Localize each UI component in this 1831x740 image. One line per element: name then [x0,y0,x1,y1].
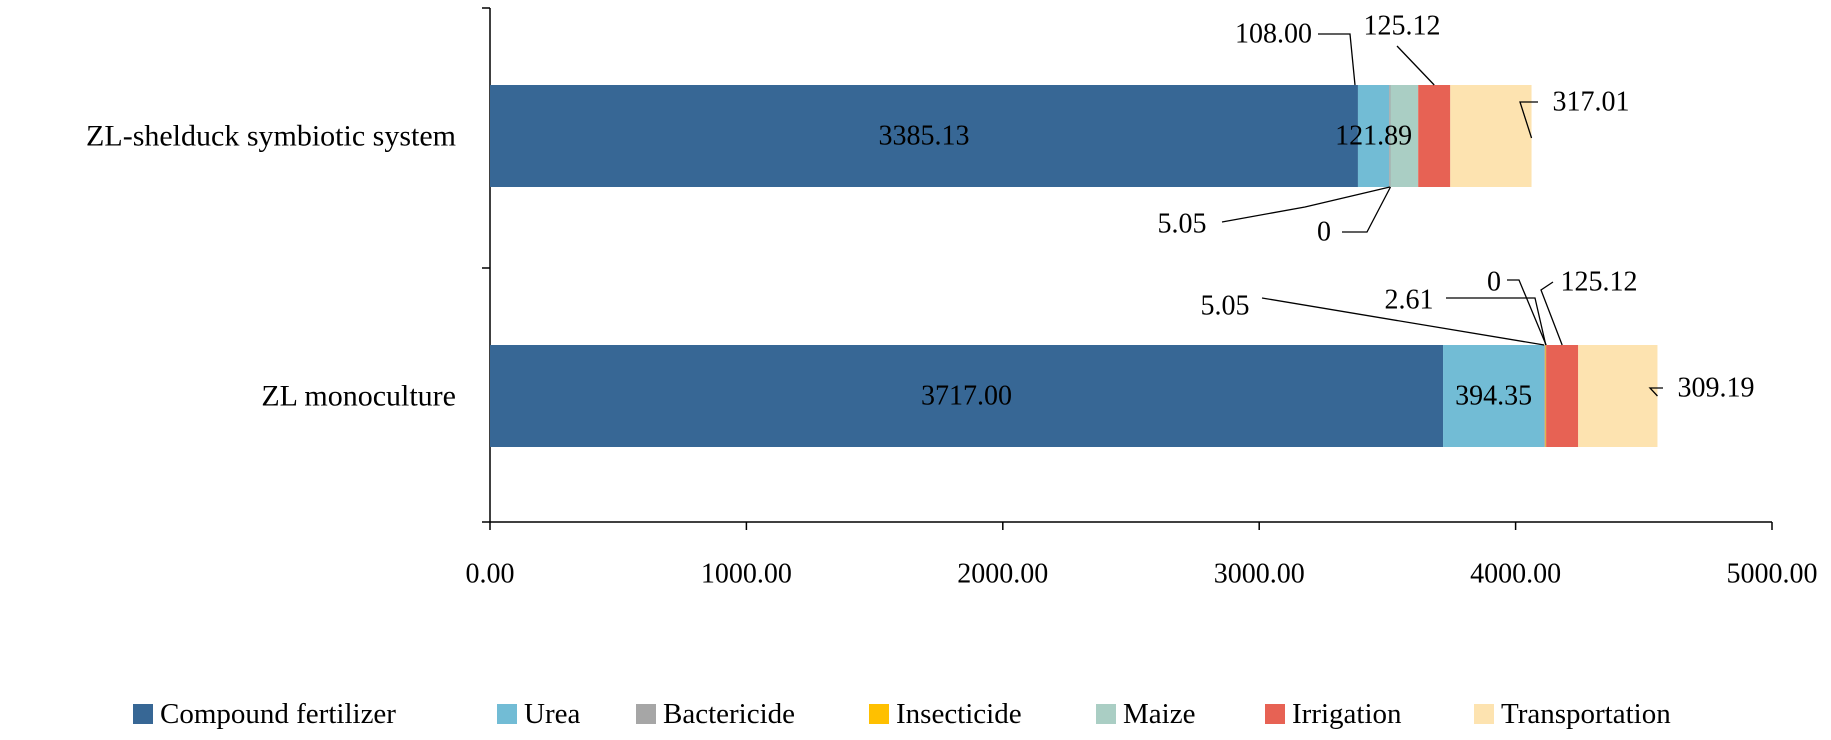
leader-line [1507,279,1547,346]
legend-item: Urea [497,698,580,730]
legend-swatch [869,704,889,724]
legend-label: Compound fertilizer [160,698,396,730]
bar-segment [490,345,1444,447]
legend-label: Urea [524,698,580,730]
bar-segment [1450,85,1532,187]
legend-swatch [1474,704,1494,724]
data-label: 108.00 [1235,19,1312,50]
bar-segment [1545,345,1547,447]
leader-line [1540,281,1563,346]
data-label: 309.19 [1678,373,1755,404]
data-label: 317.01 [1553,87,1630,118]
data-label: 0 [1317,217,1331,248]
leader-line [1342,186,1392,233]
bar-segment [1357,85,1390,187]
x-tick-label: 3000.00 [1214,559,1305,590]
leader-line [1396,45,1435,86]
x-tick-label: 4000.00 [1470,559,1561,590]
data-label: 394.35 [1455,381,1532,412]
legend-swatch [133,704,153,724]
x-tick-label: 2000.00 [957,559,1048,590]
bar-segment [1544,345,1546,447]
legend-label: Maize [1123,698,1195,730]
leader-line [1446,297,1547,346]
legend-swatch [497,704,517,724]
x-tick-label: 5000.00 [1727,559,1818,590]
legend-swatch [1265,704,1285,724]
legend-swatch [636,704,656,724]
category-label: ZL monoculture [261,380,456,413]
leader-line [1648,387,1663,397]
bar-segment [1443,345,1545,447]
leader-line [1221,186,1390,223]
bar-segment [1546,345,1579,447]
data-label: 0 [1487,267,1501,298]
legend-item: Compound fertilizer [133,698,396,730]
legend-label: Transportation [1501,698,1671,730]
bar-segment [1389,85,1391,187]
leader-line [1261,297,1545,346]
category-label: ZL-shelduck symbiotic system [86,120,456,153]
x-tick-label: 1000.00 [701,559,792,590]
legend: Compound fertilizer Urea Bactericide Insect… [133,698,1671,730]
data-label: 2.61 [1385,285,1434,316]
bar-segment [1418,85,1451,187]
bar-segment [1390,85,1419,187]
data-label: 5.05 [1201,291,1250,322]
data-label: 121.89 [1335,121,1412,152]
legend-swatch [1096,704,1116,724]
x-tick-label: 0.00 [466,559,515,590]
data-label: 125.12 [1561,267,1638,298]
bar-segment [1578,345,1658,447]
legend-item: Irrigation [1265,698,1402,730]
legend-label: Irrigation [1292,698,1402,730]
leader-line [1519,101,1538,139]
data-label: 5.05 [1158,209,1207,240]
legend-item: Insecticide [869,698,1022,730]
data-label: 125.12 [1364,11,1441,42]
data-label: 3717.00 [921,381,1012,412]
legend-item: Transportation [1474,698,1671,730]
data-label: 3385.13 [878,121,969,152]
legend-label: Insecticide [896,698,1022,730]
plot-area: 0.00 1000.00 2000.00 3000.00 4000.00 5000.00 Z… [86,7,1818,590]
legend-item: Maize [1096,698,1195,730]
bar-segment [490,85,1358,187]
legend-label: Bactericide [663,698,795,730]
leader-line [1318,33,1356,86]
legend-item: Bactericide [636,698,795,730]
